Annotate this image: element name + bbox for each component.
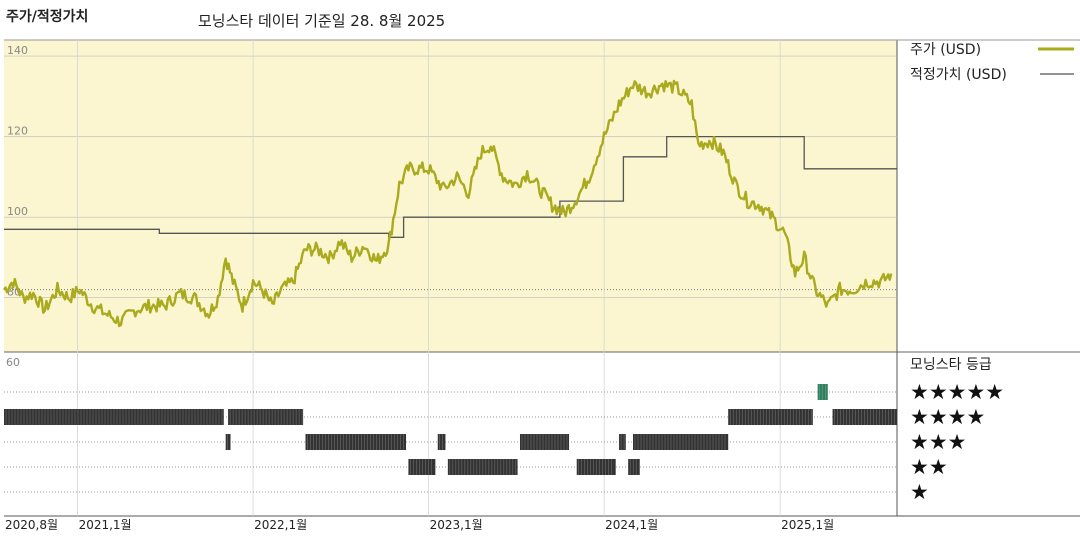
rating-band-3-star-3 [519, 434, 570, 450]
rating-band-fill [576, 459, 616, 475]
rating-panel-tick: 60 [6, 356, 20, 369]
rating-band-3-star-4 [619, 434, 626, 450]
y-tick-label-100: 100 [7, 205, 28, 218]
price-line [2, 79, 893, 328]
legend-rating-5-stars: ★★★★★ [910, 380, 1004, 404]
rating-band-3-star-2 [437, 434, 446, 450]
chart-subtitle: 모닝스타 데이터 기준일 28. 8월 2025 [198, 12, 445, 30]
rating-band-2-star-1 [447, 459, 518, 475]
legend-rating-title: 모닝스타 등급 [910, 357, 992, 373]
rating-band-2-star-2 [576, 459, 616, 475]
grid-layer [4, 40, 897, 516]
price-series [2, 79, 893, 328]
rating-band-fill [632, 434, 729, 450]
rating-band-fill [832, 409, 897, 425]
x-tick-label-4: 2024,1월 [605, 518, 658, 532]
rating-band-4-star-1 [228, 409, 304, 425]
rating-band-3-star-5 [632, 434, 729, 450]
y-tick-label-120: 120 [7, 125, 28, 138]
price-plot-area [4, 40, 897, 352]
rating-band-fill [228, 409, 304, 425]
x-tick-label-2: 2022,1월 [254, 518, 307, 532]
legend-fair-value-label: 적정가치 (USD) [910, 67, 1007, 83]
rating-band-fill [628, 459, 640, 475]
rating-band-3-star-1 [305, 434, 407, 450]
legend-rating-1-star: ★ [910, 480, 929, 504]
rating-band-3-star-0 [225, 434, 231, 450]
rating-bands [4, 384, 897, 475]
x-tick-label-3: 2023,1월 [430, 518, 483, 532]
rating-band-fill [619, 434, 626, 450]
rating-band-fill [437, 434, 446, 450]
rating-band-fill [447, 459, 518, 475]
y-tick-label-140: 140 [7, 44, 28, 57]
rating-band-fill [408, 459, 436, 475]
rating-band-5-star-0 [817, 384, 828, 400]
legend-rating-3-stars: ★★★ [910, 430, 966, 454]
legend-rating-2-stars: ★★ [910, 455, 948, 479]
rating-band-fill [305, 434, 407, 450]
x-tick-label-1: 2021,1월 [79, 518, 132, 532]
x-tick-label-0: 2020,8월 [5, 518, 58, 532]
chart-left-title: 주가/적정가치 [6, 8, 88, 25]
legend: 주가 (USD) 적정가치 (USD) 모닝스타 등급 ★★★★★ ★★★★ ★… [910, 42, 1074, 504]
x-tick-label-5: 2025,1월 [781, 518, 834, 532]
rating-band-2-star-0 [408, 459, 436, 475]
rating-band-fill [519, 434, 570, 450]
legend-rating-4-stars: ★★★★ [910, 405, 985, 429]
legend-price-label: 주가 (USD) [910, 42, 981, 58]
rating-band-fill [225, 434, 231, 450]
rating-band-4-star-3 [832, 409, 897, 425]
rating-band-fill [4, 409, 224, 425]
rating-band-fill [728, 409, 813, 425]
rating-band-4-star-2 [728, 409, 813, 425]
rating-band-fill [817, 384, 828, 400]
x-axis-ticks: 2020,8월 2021,1월 2022,1월 2023,1월 2024,1월 2025,… [5, 518, 834, 532]
rating-band-2-star-3 [628, 459, 640, 475]
rating-band-4-star-0 [4, 409, 224, 425]
